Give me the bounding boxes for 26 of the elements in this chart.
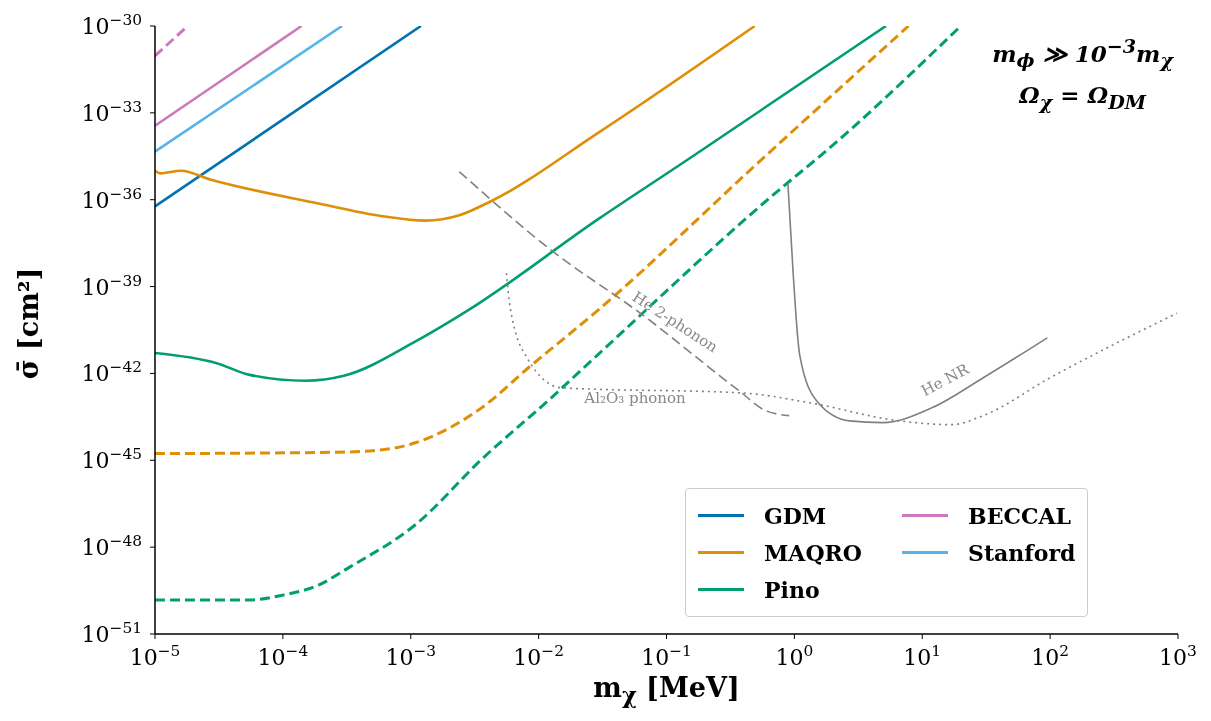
x-tick-label: 10$^{−1}$: [641, 642, 692, 670]
y-tick-label: 10$^{−48}$: [81, 532, 142, 561]
x-tick-label: 10$^{1}$: [903, 642, 942, 670]
legend-label: Stanford: [968, 539, 1076, 566]
y-tick-label: 10$^{−39}$: [81, 271, 142, 300]
y-tick-label: 10$^{−42}$: [81, 358, 142, 387]
x-tick-label: 10$^{3}$: [1159, 642, 1197, 670]
annotation: Al₂O₃ phonon: [584, 389, 686, 407]
annotation: m$_{ϕ}$ ≫ 10$^{−3}$m$_{χ}$: [992, 34, 1173, 75]
x-tick-label: 10$^{−3}$: [385, 642, 437, 670]
x-tick-label: 10$^{2}$: [1031, 642, 1070, 670]
y-tick-label: 10$^{−30}$: [81, 11, 142, 39]
x-tick-label: 10$^{−2}$: [513, 642, 564, 670]
x-tick-label: 10$^{0}$: [775, 642, 814, 670]
y-axis-title: σ̄ [cm²]: [12, 266, 44, 382]
x-tick-label: 10$^{−4}$: [257, 642, 309, 670]
y-tick-label: 10$^{−36}$: [81, 184, 142, 213]
legend-label: BECCAL: [968, 502, 1071, 529]
legend-label: GDM: [764, 502, 827, 529]
annotation: Ω$_{χ}$ = Ω$_{DM}$: [1018, 80, 1148, 116]
y-tick-label: 10$^{−45}$: [81, 445, 142, 474]
y-tick-label: 10$^{−33}$: [81, 97, 142, 126]
legend-label: MAQRO: [764, 539, 863, 566]
x-axis-title: m$_{χ}$ [MeV]: [592, 672, 741, 709]
annotation: He NR: [918, 360, 972, 400]
legend-label: Pino: [764, 576, 820, 603]
